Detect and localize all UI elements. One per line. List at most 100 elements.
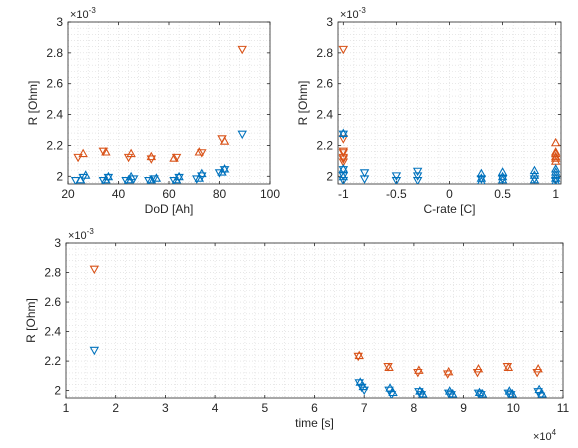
data-point-blue-triangle-down (78, 173, 88, 183)
data-point-orange-triangle-down (502, 363, 513, 372)
x-tick-label: 10 (507, 401, 521, 415)
y-axis-label: R [Ohm] (26, 81, 40, 126)
data-point-orange-triangle-down (123, 153, 134, 163)
x-tick-label: 0.5 (494, 187, 511, 201)
data-point-orange-triangle-up (194, 147, 205, 156)
data-point-blue-triangle-down (192, 175, 202, 184)
y-tick-label: 2.8 (44, 266, 61, 280)
x-tick-label: 4 (212, 401, 219, 415)
data-point-blue-triangle-up (174, 171, 184, 181)
data-point-orange-triangle-down (73, 153, 83, 163)
y-tick-label: 3 (326, 15, 333, 29)
x-tick-label: 8 (411, 401, 418, 415)
x-axis-label: time [s] (295, 416, 334, 430)
data-point-orange-triangle-up (473, 363, 484, 373)
y-exponent-base: ×10 (68, 230, 87, 242)
data-point-blue-triangle-down (529, 175, 540, 184)
data-point-blue-triangle-up (477, 176, 486, 184)
data-point-blue-triangle-down (219, 166, 230, 175)
data-point-orange-triangle-down (383, 363, 393, 372)
data-point-orange-triangle-down (442, 370, 453, 379)
data-point-orange-triangle-down (98, 147, 109, 157)
data-point-blue-triangle-down (128, 175, 139, 184)
x-tick-label: 5 (261, 401, 268, 415)
data-point-blue-triangle-down (121, 176, 131, 184)
y-tick-label: 2.2 (46, 138, 63, 152)
y-tick-label: 2 (54, 384, 61, 398)
data-point-blue-triangle-up (529, 165, 540, 175)
data-point-orange-triangle-up (384, 362, 394, 371)
x-tick-label: 6 (311, 401, 318, 415)
x-tick-label: 11 (557, 401, 570, 415)
data-point-blue-triangle-down (338, 130, 349, 140)
x-tick-label: 40 (112, 187, 126, 201)
y-axis-label: R [Ohm] (296, 81, 310, 126)
data-point-blue-triangle-down (443, 389, 454, 398)
data-point-orange-triangle-down (413, 368, 423, 378)
x-exponent-power: 4 (552, 428, 557, 437)
data-point-orange-triangle-up (101, 147, 111, 156)
x-tick-label: 100 (260, 187, 280, 201)
y-tick-label: 2.8 (46, 46, 63, 60)
data-point-blue-triangle-up (338, 128, 349, 138)
x-exponent-base: ×10 (533, 431, 552, 443)
y-exponent-label: ×10-3 (70, 6, 96, 21)
data-markers (70, 45, 247, 184)
data-point-orange-triangle-down (197, 149, 207, 158)
y-tick-label: 2.4 (46, 108, 63, 122)
data-point-blue-triangle-down (533, 388, 543, 397)
y-exponent-power: -3 (87, 227, 95, 236)
data-point-blue-triangle-up (358, 381, 368, 391)
data-point-blue-triangle-down (89, 346, 100, 356)
data-point-orange-triangle-down (146, 155, 157, 164)
x-tick-label: 1 (63, 401, 70, 415)
y-tick-label: 2.6 (44, 295, 61, 309)
y-tick-label: 2 (326, 169, 333, 183)
y-exponent-power: -3 (89, 6, 97, 15)
data-point-orange-triangle-up (126, 148, 136, 158)
data-point-blue-triangle-down (169, 176, 179, 184)
data-point-blue-triangle-up (103, 171, 114, 181)
data-point-orange-triangle-down (338, 153, 349, 163)
data-point-blue-triangle-down (144, 176, 154, 184)
data-point-blue-triangle-down (359, 169, 370, 178)
data-point-blue-triangle-down (506, 391, 516, 398)
data-point-orange-triangle-up (550, 151, 561, 161)
y-axis-label: R [Ohm] (24, 298, 38, 343)
y-tick-label: 2 (56, 169, 63, 183)
y-tick-label: 2.2 (44, 354, 61, 368)
y-tick-label: 2.6 (316, 77, 333, 91)
data-point-blue-triangle-down (391, 176, 402, 184)
x-tick-label: 3 (162, 401, 169, 415)
data-point-orange-triangle-down (338, 147, 349, 157)
data-point-blue-triangle-down (416, 391, 427, 398)
y-exponent-label: ×10-3 (340, 6, 366, 21)
grid (338, 21, 561, 184)
data-point-orange-triangle-up (78, 148, 88, 158)
y-tick-label: 2.4 (44, 325, 61, 339)
data-point-blue-triangle-down (237, 130, 247, 140)
data-point-orange-triangle-up (550, 153, 561, 162)
data-point-blue-triangle-down (103, 173, 114, 183)
y-exponent-base: ×10 (340, 9, 359, 21)
y-tick-label: 3 (56, 15, 63, 29)
data-point-blue-triangle-down (412, 176, 423, 184)
data-point-blue-triangle-up (529, 170, 540, 179)
data-point-blue-triangle-down (384, 386, 394, 396)
x-tick-label: -1 (338, 187, 349, 201)
data-point-orange-triangle-down (237, 45, 247, 55)
y-tick-label: 2.4 (316, 108, 333, 122)
data-point-blue-triangle-down (338, 176, 349, 184)
data-point-blue-triangle-down (412, 172, 423, 181)
data-point-blue-triangle-down (446, 391, 456, 398)
data-point-blue-triangle-down (386, 391, 397, 398)
data-point-orange-triangle-down (338, 158, 349, 167)
data-point-blue-triangle-down (197, 172, 207, 181)
x-tick-label: 80 (213, 187, 227, 201)
data-point-orange-triangle-up (550, 137, 561, 147)
data-point-blue-triangle-down (473, 389, 484, 398)
y-tick-label: 3 (54, 236, 61, 250)
y-exponent-power: -3 (359, 6, 367, 15)
data-point-blue-triangle-down (412, 167, 423, 177)
